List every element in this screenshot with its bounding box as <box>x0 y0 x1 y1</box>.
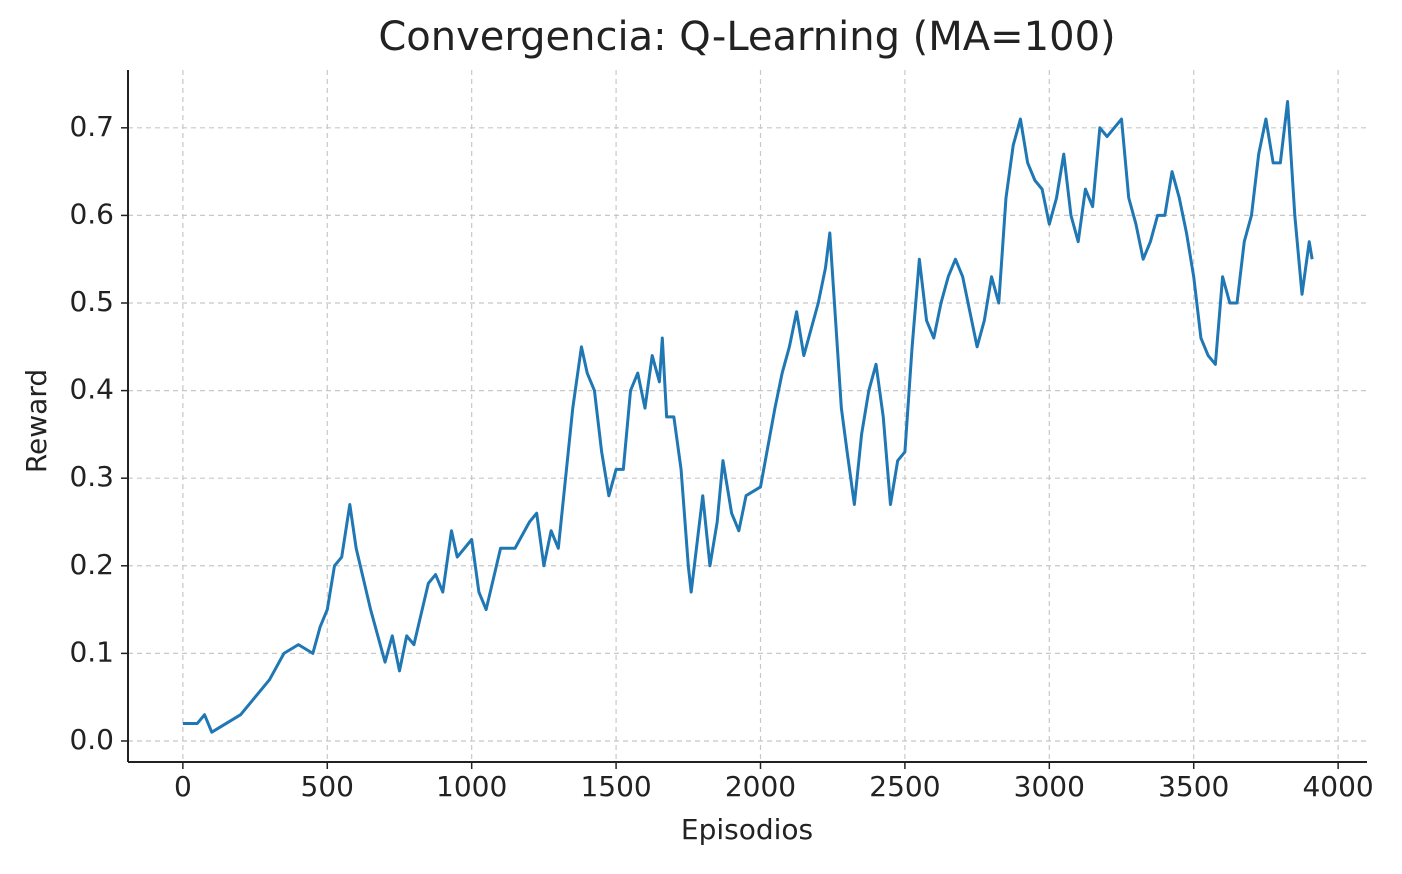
x-tick-label: 2000 <box>725 770 796 803</box>
y-tick-label: 0.4 <box>69 373 114 406</box>
y-tick-label: 0.6 <box>69 197 114 230</box>
x-tick-label: 2500 <box>869 770 940 803</box>
line-series <box>182 100 1314 734</box>
x-tick-label: 500 <box>301 770 354 803</box>
x-tick-label: 1500 <box>580 770 651 803</box>
x-tick-label: 4000 <box>1302 770 1373 803</box>
x-tick-label: 3000 <box>1014 770 1085 803</box>
y-tick-label: 0.3 <box>69 460 114 493</box>
x-axis-label: Episodios <box>681 813 813 846</box>
chart-title: Convergencia: Q-Learning (MA=100) <box>378 14 1115 60</box>
x-tick-label: 1000 <box>436 770 507 803</box>
y-axis-label: Reward <box>20 369 53 473</box>
x-tick-label: 0 <box>174 770 192 803</box>
y-tick-label: 0.2 <box>69 548 114 581</box>
y-tick-label: 0.1 <box>69 635 114 668</box>
y-tick-label: 0.7 <box>69 110 114 143</box>
y-tick-label: 0.5 <box>69 285 114 318</box>
y-tick-label: 0.0 <box>69 723 114 756</box>
x-tick-label: 3500 <box>1158 770 1229 803</box>
